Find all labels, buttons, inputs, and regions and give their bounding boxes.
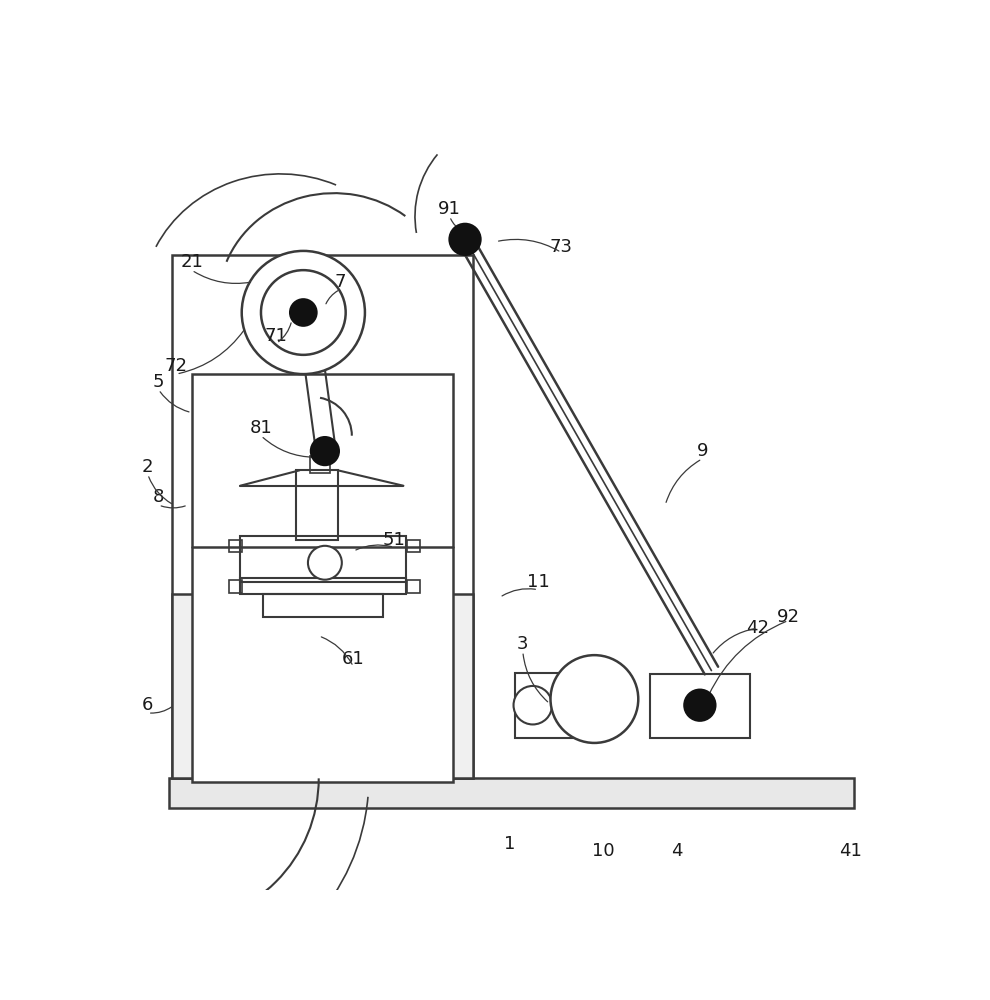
Text: 92: 92 [777, 608, 800, 626]
Text: 81: 81 [249, 419, 272, 437]
Bar [241, 578, 406, 594]
Text: 51: 51 [383, 531, 406, 549]
Text: 5: 5 [152, 373, 164, 391]
Text: 91: 91 [439, 200, 461, 218]
Bar [172, 594, 473, 778]
Bar [310, 456, 330, 473]
Text: 41: 41 [839, 842, 861, 860]
Bar [649, 674, 750, 738]
Text: 6: 6 [143, 696, 153, 714]
Bar [229, 580, 243, 593]
Circle shape [684, 690, 715, 721]
Text: 10: 10 [592, 842, 615, 860]
Text: 4: 4 [671, 842, 682, 860]
Circle shape [311, 437, 339, 465]
Text: 72: 72 [164, 357, 188, 375]
Text: 73: 73 [549, 238, 573, 256]
Circle shape [550, 655, 639, 743]
Text: 8: 8 [152, 488, 164, 506]
Bar [192, 374, 453, 782]
Bar [263, 594, 382, 617]
Bar [229, 540, 243, 552]
Text: 7: 7 [335, 273, 346, 291]
Text: 71: 71 [265, 327, 288, 345]
Circle shape [261, 270, 346, 355]
Text: 21: 21 [180, 253, 203, 271]
Circle shape [514, 686, 552, 724]
Text: 42: 42 [746, 619, 769, 637]
Text: 9: 9 [696, 442, 708, 460]
Circle shape [290, 299, 317, 326]
Circle shape [308, 546, 342, 580]
Circle shape [449, 224, 480, 255]
Bar [296, 470, 338, 540]
Text: 2: 2 [142, 458, 153, 476]
Text: 1: 1 [504, 835, 516, 853]
Bar [515, 673, 584, 738]
Bar [172, 255, 473, 778]
Text: 11: 11 [527, 573, 549, 591]
Text: 3: 3 [517, 635, 529, 653]
Circle shape [242, 251, 365, 374]
Bar [168, 778, 853, 808]
Text: 61: 61 [342, 650, 364, 668]
Bar [407, 580, 421, 593]
Bar [407, 540, 421, 552]
Bar [241, 536, 406, 582]
